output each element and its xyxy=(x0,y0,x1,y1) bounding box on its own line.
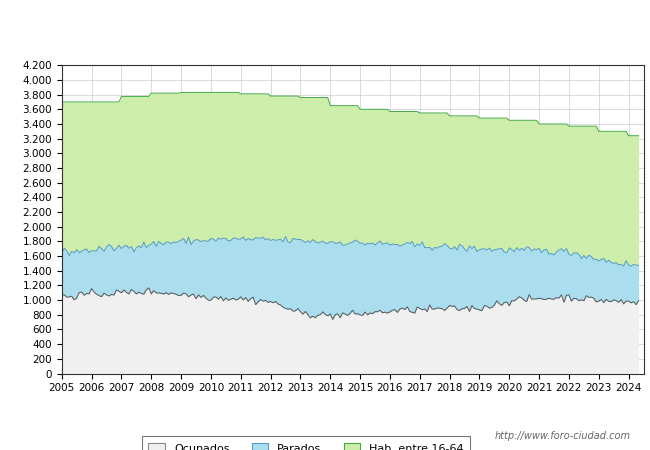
Text: http://www.foro-ciudad.com: http://www.foro-ciudad.com xyxy=(495,431,630,441)
Text: Nerva - Evolucion de la poblacion en edad de Trabajar Mayo de 2024: Nerva - Evolucion de la poblacion en eda… xyxy=(96,13,554,26)
Legend: Ocupados, Parados, Hab. entre 16-64: Ocupados, Parados, Hab. entre 16-64 xyxy=(142,436,471,450)
